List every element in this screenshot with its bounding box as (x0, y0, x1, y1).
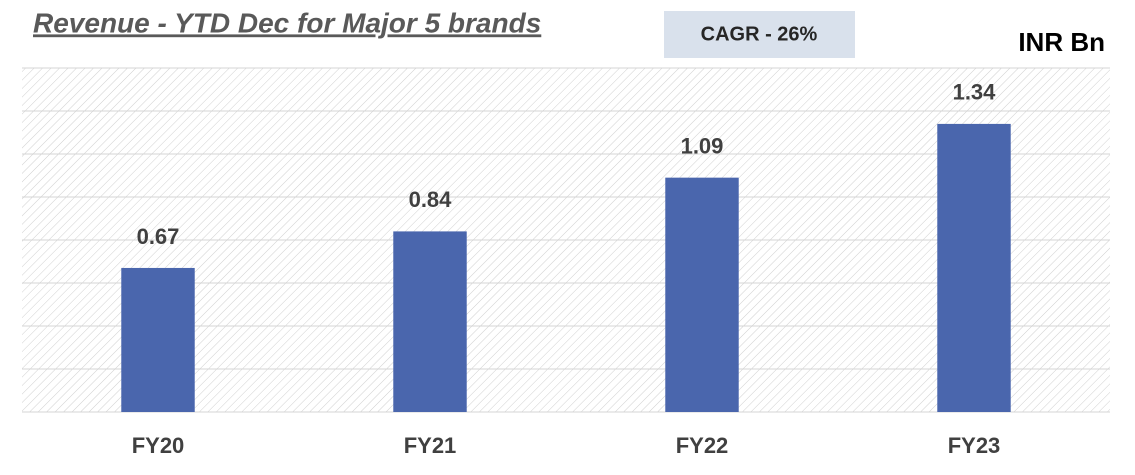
bar (121, 267, 195, 412)
chart-title: Revenue - YTD Dec for Major 5 brands (33, 7, 541, 38)
value-label: 0.67 (137, 224, 180, 249)
annotation-box (664, 11, 855, 58)
unit-label: INR Bn (1018, 27, 1105, 57)
annotation: CAGR - 26% (701, 23, 818, 45)
bar (665, 177, 739, 412)
value-label: 1.34 (953, 80, 997, 105)
x-tick-label: FY23 (948, 433, 1001, 458)
value-label: 1.09 (681, 133, 724, 158)
x-tick-label: FY20 (132, 433, 185, 458)
x-tick-label: FY21 (404, 433, 457, 458)
bar (393, 231, 467, 412)
value-label: 0.84 (409, 187, 453, 212)
x-tick-label: FY22 (676, 433, 729, 458)
bar (937, 123, 1011, 413)
